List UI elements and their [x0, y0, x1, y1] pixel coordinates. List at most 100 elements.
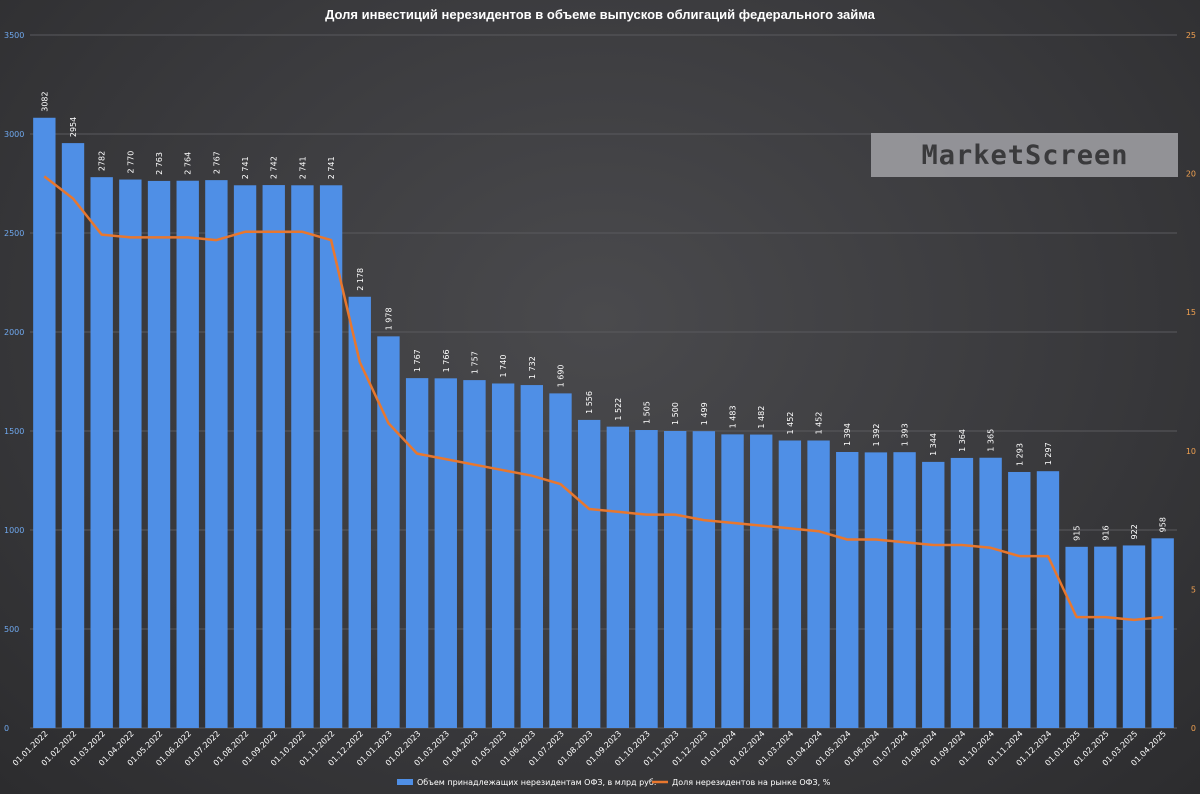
bar-data-label: 958	[1159, 517, 1168, 532]
bar-data-label: 2 770	[126, 151, 135, 174]
x-axis-ticks: 01.01.202201.02.202201.03.202201.04.2022…	[11, 729, 1168, 768]
bar	[1065, 546, 1088, 728]
bar-data-label: 1 978	[384, 307, 393, 330]
watermark-background	[871, 133, 1178, 177]
bar-data-label: 1 364	[958, 429, 967, 452]
bar-data-label: 1 392	[872, 423, 881, 446]
legend-bar-label: Объем принадлежащих нерезидентам ОФЗ, в …	[417, 778, 656, 787]
bar	[176, 180, 199, 728]
y-right-tick-label: 10	[1186, 447, 1196, 456]
bar-data-label: 2 767	[212, 151, 221, 174]
bar-data-label: 1 365	[987, 429, 996, 452]
bar-data-label: 1 522	[614, 398, 623, 421]
bar-data-label: 1 757	[470, 351, 479, 374]
bar	[377, 336, 400, 728]
bar-data-label: 1 767	[413, 349, 422, 372]
bar-data-label: 3082	[40, 91, 49, 111]
y-right-tick-label: 5	[1191, 585, 1196, 594]
bar	[61, 143, 85, 728]
bar-data-label: 1 740	[499, 355, 508, 378]
bar-data-label: 1 766	[442, 349, 451, 372]
bar-data-label: 2 741	[298, 156, 307, 179]
bar-data-label: 2 741	[327, 156, 336, 179]
bar-data-label: 2954	[69, 117, 78, 137]
bar	[1036, 471, 1060, 728]
y-left-tick-label: 1500	[4, 427, 24, 436]
bar	[635, 430, 658, 728]
y-axis-left: 0 500 1000 1500 2000 2500 3000 3500	[4, 31, 24, 733]
bar	[319, 185, 343, 729]
bar	[922, 461, 945, 728]
bar-data-label: 1 452	[815, 412, 824, 435]
bar-data-label: 1 483	[729, 405, 738, 428]
bar	[233, 185, 257, 729]
bar	[664, 431, 687, 728]
bar-series	[33, 117, 1174, 729]
bar	[1008, 471, 1031, 728]
bar-data-labels: 3082 2954 2782 2 770 2 763 2 764 2 767 2 741 2 7…	[40, 91, 1167, 540]
bar	[721, 434, 744, 728]
y-right-tick-label: 15	[1186, 308, 1196, 317]
bar	[1094, 546, 1117, 728]
y-left-tick-label: 2000	[4, 328, 24, 337]
bar-data-label: 2 764	[184, 152, 193, 175]
bar-data-label: 915	[1073, 526, 1082, 541]
bar	[864, 452, 888, 728]
bar	[434, 378, 457, 728]
bar	[750, 434, 773, 728]
bar-data-label: 2 763	[155, 152, 164, 175]
bar	[119, 179, 142, 729]
bar-data-label: 922	[1130, 524, 1139, 539]
bar-data-label: 1 297	[1044, 442, 1053, 465]
bar-data-label: 1 394	[843, 423, 852, 446]
legend-line-label: Доля нерезидентов на рынке ОФЗ, %	[672, 778, 831, 787]
bar-data-label: 1 732	[528, 356, 537, 379]
legend: Объем принадлежащих нерезидентам ОФЗ, в …	[397, 778, 831, 787]
bar-data-label: 1 505	[643, 401, 652, 424]
bar-data-label: 916	[1101, 525, 1110, 540]
bar	[205, 180, 228, 728]
bar	[491, 383, 515, 728]
bar-data-label: 2782	[98, 151, 107, 171]
bar	[463, 380, 486, 728]
y-left-tick-label: 500	[4, 625, 19, 634]
bar	[348, 296, 371, 728]
legend-bar-swatch	[397, 779, 413, 785]
y-left-tick-label: 3500	[4, 31, 24, 40]
bar-data-label: 2 178	[356, 268, 365, 291]
bar-data-label: 1 690	[556, 364, 565, 387]
y-left-tick-label: 2500	[4, 229, 24, 238]
bar	[692, 431, 716, 728]
bar	[405, 378, 429, 728]
y-left-tick-label: 3000	[4, 130, 24, 139]
bar-data-label: 1 393	[901, 423, 910, 446]
bar	[606, 426, 630, 728]
bar	[1151, 538, 1174, 728]
bar	[577, 419, 601, 728]
bar	[778, 440, 802, 728]
bar	[807, 440, 830, 728]
bar	[90, 177, 113, 728]
y-right-tick-label: 25	[1186, 31, 1196, 40]
watermark-text: MarketScreen	[921, 140, 1128, 171]
bar-data-label: 2 741	[241, 156, 250, 179]
line-series-path	[43, 175, 1163, 622]
bar	[147, 180, 171, 728]
bar	[979, 457, 1002, 728]
bar	[520, 385, 543, 728]
bar	[950, 457, 974, 728]
y-axis-right: 0 5 10 15 20 25	[1186, 31, 1196, 733]
bar	[893, 452, 916, 728]
bar	[836, 451, 859, 728]
bar	[549, 393, 572, 728]
chart-title: Доля инвестиций нерезидентов в объеме вы…	[325, 7, 876, 22]
y-left-tick-label: 1000	[4, 526, 24, 535]
bar-data-label: 1 500	[671, 402, 680, 425]
bar-data-label: 2 742	[270, 156, 279, 179]
bar-data-label: 1 556	[585, 391, 594, 414]
bar-data-label: 1 344	[929, 433, 938, 456]
bar-data-label: 1 293	[1015, 443, 1024, 466]
y-left-tick-label: 0	[4, 724, 9, 733]
watermark: MarketScreen	[871, 133, 1178, 177]
